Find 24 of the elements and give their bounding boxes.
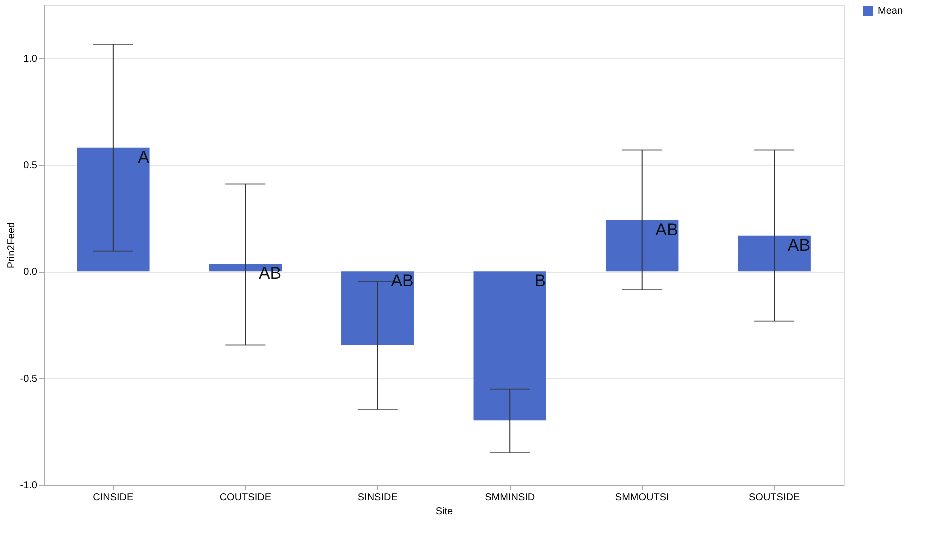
annotation: A bbox=[138, 148, 150, 167]
x-axis-title: Site bbox=[436, 506, 454, 518]
annotation: AB bbox=[391, 272, 414, 291]
x-tick-label: SMMOUTSI bbox=[615, 492, 670, 504]
x-tick-label: SOUTSIDE bbox=[749, 492, 800, 504]
x-tick-label: COUTSIDE bbox=[220, 492, 272, 504]
x-tick-label: SINSIDE bbox=[358, 492, 398, 504]
y-tick-label: 0.0 bbox=[24, 267, 38, 278]
x-tick-label: SMMINSID bbox=[485, 492, 536, 504]
x-tick-label: CINSIDE bbox=[93, 492, 134, 504]
annotation: AB bbox=[788, 236, 811, 255]
y-tick-label: 0.5 bbox=[24, 160, 38, 172]
y-tick-label: 1.0 bbox=[24, 54, 38, 65]
bar bbox=[606, 220, 679, 272]
y-axis-title: Prin2Feed bbox=[6, 222, 18, 269]
bar bbox=[474, 272, 546, 421]
bar bbox=[77, 148, 150, 272]
y-tick-label: -1.0 bbox=[20, 480, 38, 492]
y-tick-label: -0.5 bbox=[20, 374, 38, 385]
annotation: AB bbox=[656, 220, 678, 240]
bar bbox=[738, 236, 811, 272]
bar bbox=[342, 272, 414, 346]
legend-label: Mean bbox=[878, 6, 904, 17]
annotation: B bbox=[534, 272, 546, 291]
